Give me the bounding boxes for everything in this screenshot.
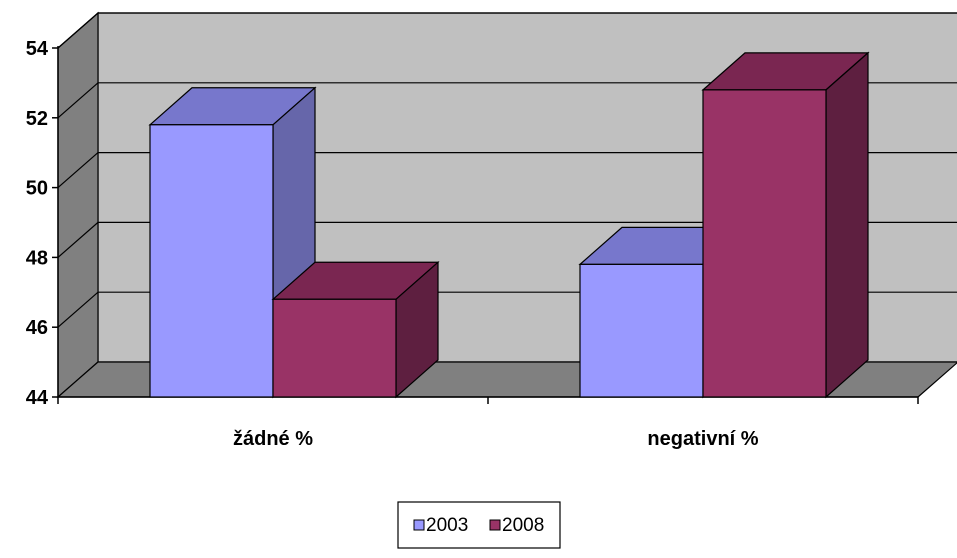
y-tick-label: 54 — [26, 38, 49, 60]
legend-label: 2003 — [426, 515, 468, 536]
legend-box — [397, 501, 561, 549]
y-tick-label: 52 — [26, 108, 48, 130]
legend-swatch — [413, 519, 425, 531]
legend-label: 2008 — [502, 515, 544, 536]
bar-side — [825, 51, 869, 399]
gridline — [57, 82, 957, 119]
gridline — [57, 152, 957, 189]
gridline — [57, 12, 957, 49]
x-category-label: žádné % — [233, 428, 313, 450]
legend-swatch — [489, 519, 501, 531]
bar-front — [702, 89, 827, 398]
side-wall — [57, 11, 99, 399]
gridline — [57, 221, 957, 258]
bar — [271, 260, 440, 399]
bar-front — [149, 124, 274, 398]
legend: 2003 2008 — [397, 501, 561, 549]
bar-front — [579, 263, 704, 398]
x-category-label: negativní % — [647, 428, 758, 450]
y-tick-label: 48 — [26, 247, 48, 269]
bar-front — [272, 298, 397, 398]
y-tick-label: 44 — [26, 387, 49, 409]
y-tick-label: 50 — [26, 178, 48, 200]
bar — [701, 51, 870, 399]
y-tick-label: 46 — [26, 317, 48, 339]
